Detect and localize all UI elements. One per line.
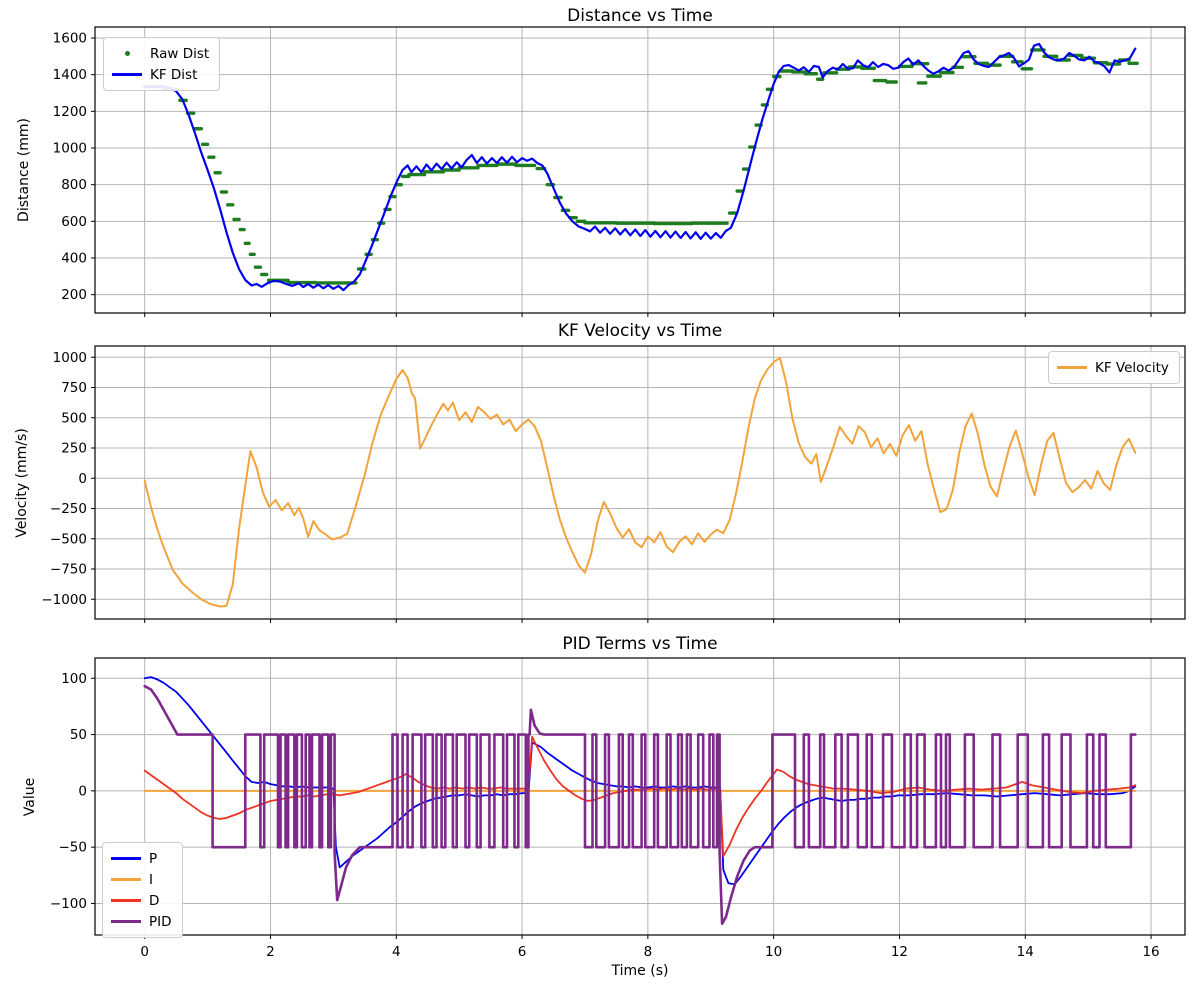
- kf-dist-line-icon: [112, 73, 142, 76]
- svg-text:6: 6: [518, 944, 527, 960]
- svg-text:12: 12: [891, 944, 908, 960]
- svg-text:200: 200: [61, 287, 87, 303]
- legend-item-pid: PID: [111, 911, 172, 932]
- axis-ticks: −1000 −750 −500 −250 0 250 500 750 1000: [41, 350, 1152, 623]
- chart2-legend: KF Velocity: [1048, 351, 1180, 384]
- legend-label: Raw Dist: [150, 45, 210, 62]
- svg-text:0: 0: [78, 471, 87, 487]
- legend-item-raw-dist: Raw Dist: [112, 43, 209, 64]
- svg-text:100: 100: [61, 671, 87, 687]
- svg-text:10: 10: [765, 944, 782, 960]
- chart3-title: PID Terms vs Time: [562, 634, 718, 654]
- i-line-icon: [111, 878, 141, 881]
- svg-text:16: 16: [1142, 944, 1159, 960]
- chart-1: 200 400 600 800 1000 1200 1400 1600: [53, 26, 1186, 317]
- series-kf-dist: [143, 42, 1137, 292]
- x-axis-label: Time (s): [611, 963, 669, 979]
- svg-text:−1000: −1000: [41, 592, 87, 608]
- svg-text:−100: −100: [50, 896, 87, 912]
- svg-text:−500: −500: [50, 531, 87, 547]
- svg-text:2: 2: [266, 944, 275, 960]
- svg-text:250: 250: [61, 441, 87, 457]
- chart3-legend: P I D PID: [102, 842, 183, 938]
- plot-border: [94, 26, 1186, 314]
- legend-item-kf-dist: KF Dist: [112, 64, 209, 85]
- legend-item-p: P: [111, 848, 172, 869]
- legend-label: P: [149, 850, 158, 867]
- svg-text:0: 0: [78, 783, 87, 799]
- series-kf-velocity: [143, 356, 1137, 608]
- legend-label: KF Velocity: [1095, 359, 1169, 376]
- legend-label: D: [149, 892, 160, 909]
- svg-text:1600: 1600: [53, 31, 87, 47]
- legend-item-d: D: [111, 890, 172, 911]
- series-group: [142, 42, 1139, 292]
- svg-text:8: 8: [644, 944, 653, 960]
- chart1-ylabel: Distance (mm): [16, 118, 32, 222]
- chart3-ylabel: Value: [22, 777, 38, 817]
- svg-text:−750: −750: [50, 562, 87, 578]
- svg-text:800: 800: [61, 177, 87, 193]
- raw-dist-marker-icon: [112, 51, 142, 56]
- gridlines: [95, 658, 1185, 935]
- svg-text:4: 4: [392, 944, 401, 960]
- pid-line-icon: [111, 920, 141, 923]
- chart2-title: KF Velocity vs Time: [557, 321, 723, 341]
- legend-label: KF Dist: [150, 66, 198, 83]
- svg-text:0: 0: [140, 944, 149, 960]
- legend-item-kf-velocity: KF Velocity: [1057, 357, 1169, 378]
- svg-text:600: 600: [61, 214, 87, 230]
- kf-velocity-line-icon: [1057, 366, 1087, 369]
- series-raw-dist: [142, 48, 1139, 285]
- p-line-icon: [111, 857, 141, 860]
- legend-label: PID: [149, 913, 172, 930]
- axis-ticks: 200 400 600 800 1000 1200 1400 1600: [53, 31, 1152, 317]
- gridlines: [95, 27, 1185, 313]
- svg-text:750: 750: [61, 380, 87, 396]
- series-group: [143, 676, 1137, 926]
- legend-label: I: [149, 871, 153, 888]
- chart1-title: Distance vs Time: [567, 6, 713, 26]
- svg-text:1000: 1000: [53, 350, 87, 366]
- legend-item-i: I: [111, 869, 172, 890]
- svg-text:50: 50: [70, 727, 87, 743]
- series-pid: [143, 684, 1137, 926]
- d-line-icon: [111, 899, 141, 902]
- plot-border: [94, 345, 1186, 620]
- svg-text:−50: −50: [59, 840, 88, 856]
- series-group: [143, 356, 1137, 608]
- plot-border: [94, 657, 1186, 936]
- chart2-ylabel: Velocity (mm/s): [14, 428, 30, 538]
- axis-ticks: −100 −50 0 50 100 0 2 4 6 8 10 12 14 16: [50, 671, 1160, 960]
- chart1-legend: Raw Dist KF Dist: [103, 37, 221, 91]
- chart-3: −100 −50 0 50 100 0 2 4 6 8 10 12 14 16: [50, 657, 1186, 960]
- gridlines: [95, 346, 1185, 619]
- svg-text:1200: 1200: [53, 104, 87, 120]
- chart-2: −1000 −750 −500 −250 0 250 500 750 1000: [41, 345, 1186, 623]
- svg-text:14: 14: [1017, 944, 1034, 960]
- svg-text:1400: 1400: [53, 67, 87, 83]
- svg-text:−250: −250: [50, 501, 87, 517]
- svg-text:1000: 1000: [53, 141, 87, 157]
- svg-text:400: 400: [61, 251, 87, 267]
- svg-text:500: 500: [61, 410, 87, 426]
